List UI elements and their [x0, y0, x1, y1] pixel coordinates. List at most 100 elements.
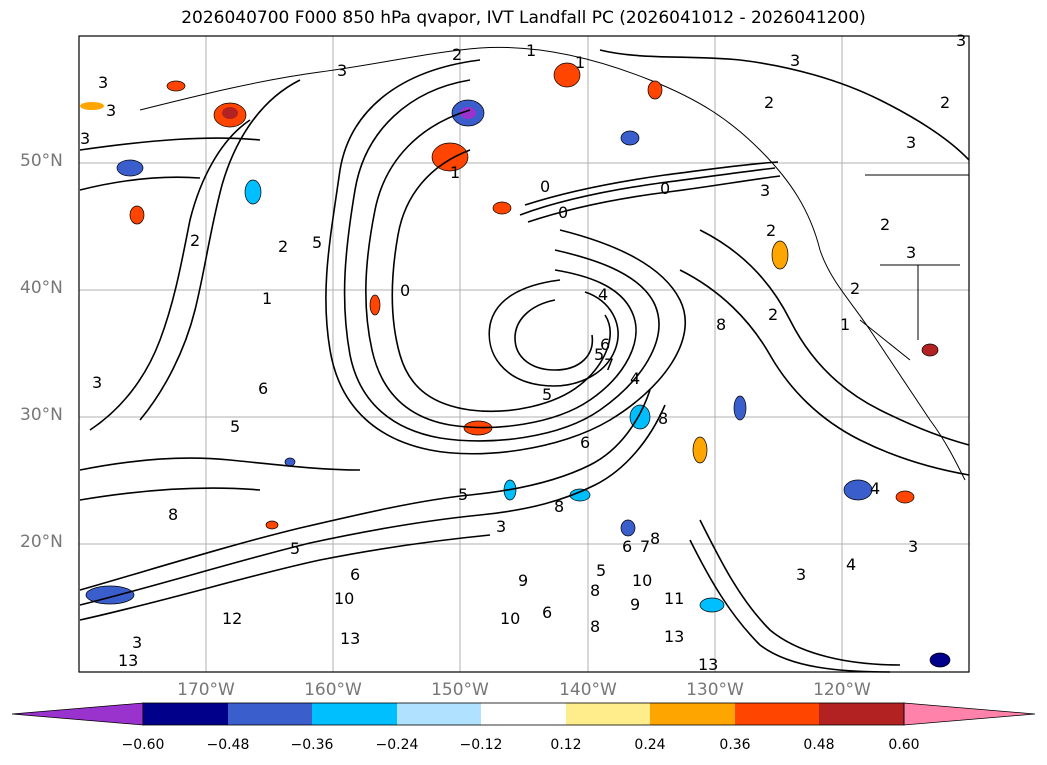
patch-positive [431, 142, 469, 172]
contour-label: 6 [600, 335, 610, 354]
contour-label: 6 [580, 433, 590, 452]
patch-positive [492, 201, 512, 215]
colorbar-tick: 0.24 [634, 737, 666, 753]
colorbar-bin [735, 703, 819, 725]
patch-positive [129, 205, 145, 225]
contour-label: 3 [106, 101, 116, 120]
contour-label: 3 [760, 181, 770, 200]
colorbar-tick: −0.48 [206, 737, 250, 753]
contour-label: 5 [596, 561, 606, 580]
patch-negative [620, 130, 640, 146]
lon-label-140w: 140°W [559, 680, 617, 700]
contour-label: 3 [337, 61, 347, 80]
patch-positive [771, 240, 789, 270]
contour-label: 5 [312, 233, 322, 252]
lat-label-20n: 20°N [20, 532, 63, 552]
contour-label: 6 [542, 603, 552, 622]
contour [514, 299, 594, 371]
contour-label: 2 [766, 221, 776, 240]
plot-frame [78, 35, 970, 673]
colorbar-bin [312, 703, 397, 725]
contour-label: 0 [660, 179, 670, 198]
contour [325, 59, 686, 455]
contour-label: 8 [658, 409, 668, 428]
colorbar-extend-high [903, 702, 1036, 726]
contour-label: 0 [558, 203, 568, 222]
contour-label: 9 [630, 595, 640, 614]
colorbar-bin [143, 703, 228, 725]
contour-label: 3 [496, 517, 506, 536]
patch-positive [369, 294, 381, 316]
contour-label: 1 [575, 53, 585, 72]
contour-label: 3 [906, 133, 916, 152]
patch-negative [116, 159, 144, 177]
contour-label: 13 [664, 627, 684, 646]
colorbar-bin [566, 703, 650, 725]
alaska-coast [139, 46, 821, 251]
colorbar-bin [481, 703, 566, 725]
patch-positive [553, 62, 581, 88]
contour-label: 5 [542, 385, 552, 404]
contour [519, 167, 776, 216]
lon-label-150w: 150°W [431, 680, 489, 700]
contour-label: 3 [132, 633, 142, 652]
graticule [79, 36, 969, 672]
contour-label: 10 [632, 571, 652, 590]
contour [599, 49, 970, 161]
west-coast [819, 249, 966, 481]
contour [343, 79, 660, 442]
patch-negative [85, 585, 135, 605]
contour-label: 0 [540, 177, 550, 196]
patch-positive [647, 80, 663, 100]
contour-lines [79, 49, 970, 673]
colorbar-bin [650, 703, 735, 725]
patch-positive [80, 102, 104, 110]
lat-label-50n: 50°N [20, 151, 63, 171]
contour-label: 3 [80, 129, 90, 148]
colorbar-frame [142, 702, 905, 726]
colorbar-tick: −0.24 [375, 737, 419, 753]
colorbar-extend-low [11, 702, 144, 726]
contour-label: 4 [846, 555, 856, 574]
contour-label: 3 [956, 31, 966, 50]
contour-label: 5 [230, 417, 240, 436]
contour-label: 7 [604, 355, 614, 374]
contour-label: 3 [906, 243, 916, 262]
contour [79, 487, 261, 501]
contour-label: 1 [526, 41, 536, 60]
contour-label: 8 [590, 581, 600, 600]
colorbar-bin [228, 703, 312, 725]
patch-positive [921, 343, 939, 357]
contour-label: 2 [190, 231, 200, 250]
contour-label: 13 [118, 651, 138, 670]
contour [391, 149, 611, 413]
contour-label: 8 [554, 497, 564, 516]
contour-label: 0 [400, 281, 410, 300]
contour-label: 8 [168, 505, 178, 524]
contour [139, 79, 301, 421]
colorbar-tick: 0.36 [719, 737, 751, 753]
contour-labels: 3 1 2 1 3 3 2 3 1 3 3 3 2 2 2 0 0 0 3 2 … [80, 31, 966, 674]
colorbar [11, 702, 1036, 726]
contour-label: 12 [222, 609, 242, 628]
colorbar-bin [397, 703, 481, 725]
contour [488, 279, 619, 387]
patch-negative-core [460, 107, 476, 119]
patch-negative [284, 457, 296, 467]
contour-label: 2 [850, 279, 860, 298]
colorbar-tick: −0.60 [121, 737, 165, 753]
patch-negative [699, 597, 725, 613]
contour-label: 2 [764, 93, 774, 112]
contour-label: 6 [350, 565, 360, 584]
contour-label: 8 [590, 617, 600, 636]
contour [79, 534, 491, 621]
contour-label: 4 [870, 479, 880, 498]
colorbar-tick: −0.12 [459, 737, 503, 753]
contour [89, 119, 251, 431]
contour-label: 9 [518, 571, 528, 590]
colorbar-tick: 0.60 [888, 737, 920, 753]
contour [79, 457, 361, 471]
contour-label: 2 [880, 215, 890, 234]
colorbar-tick: 0.48 [803, 737, 835, 753]
